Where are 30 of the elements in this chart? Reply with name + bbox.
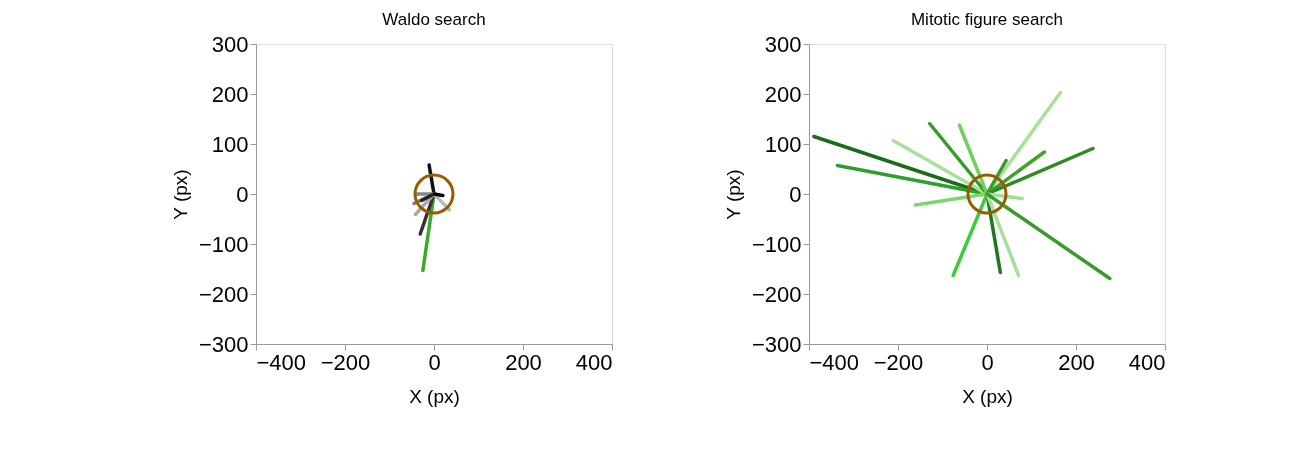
y-tick-label: 100 bbox=[211, 131, 249, 157]
y-tick-label: 200 bbox=[211, 81, 249, 107]
x-axis-title: X (px) bbox=[962, 385, 1013, 407]
y-axis-title: Y (px) bbox=[722, 169, 744, 220]
x-tick-label: 400 bbox=[575, 349, 613, 375]
y-tick-label: −300 bbox=[198, 331, 249, 357]
x-tick-label: −200 bbox=[873, 349, 924, 375]
x-tick-label: 200 bbox=[1058, 349, 1095, 375]
y-axis-title: Y (px) bbox=[169, 169, 191, 220]
y-tick-label: 0 bbox=[236, 181, 249, 207]
y-tick-label: 0 bbox=[789, 181, 802, 207]
chart-title: Waldo search bbox=[382, 10, 486, 29]
y-tick-label: −200 bbox=[198, 281, 249, 307]
x-tick-label: 200 bbox=[505, 349, 542, 375]
y-tick-label: 300 bbox=[764, 31, 802, 57]
y-tick-label: 100 bbox=[764, 131, 802, 157]
x-axis-title: X (px) bbox=[409, 385, 460, 407]
y-tick-label: −300 bbox=[751, 331, 802, 357]
x-tick-label: 400 bbox=[1128, 349, 1166, 375]
y-tick-label: −100 bbox=[198, 231, 249, 257]
x-tick-label: −200 bbox=[320, 349, 371, 375]
x-tick-label: 0 bbox=[428, 349, 441, 375]
y-tick-label: 200 bbox=[764, 81, 802, 107]
chart-title: Mitotic figure search bbox=[910, 10, 1064, 29]
x-tick-label: −400 bbox=[256, 349, 307, 375]
x-tick-label: −400 bbox=[809, 349, 860, 375]
x-tick-label: 0 bbox=[981, 349, 994, 375]
y-tick-label: −100 bbox=[751, 231, 802, 257]
y-tick-label: 300 bbox=[211, 31, 249, 57]
y-tick-label: −200 bbox=[751, 281, 802, 307]
